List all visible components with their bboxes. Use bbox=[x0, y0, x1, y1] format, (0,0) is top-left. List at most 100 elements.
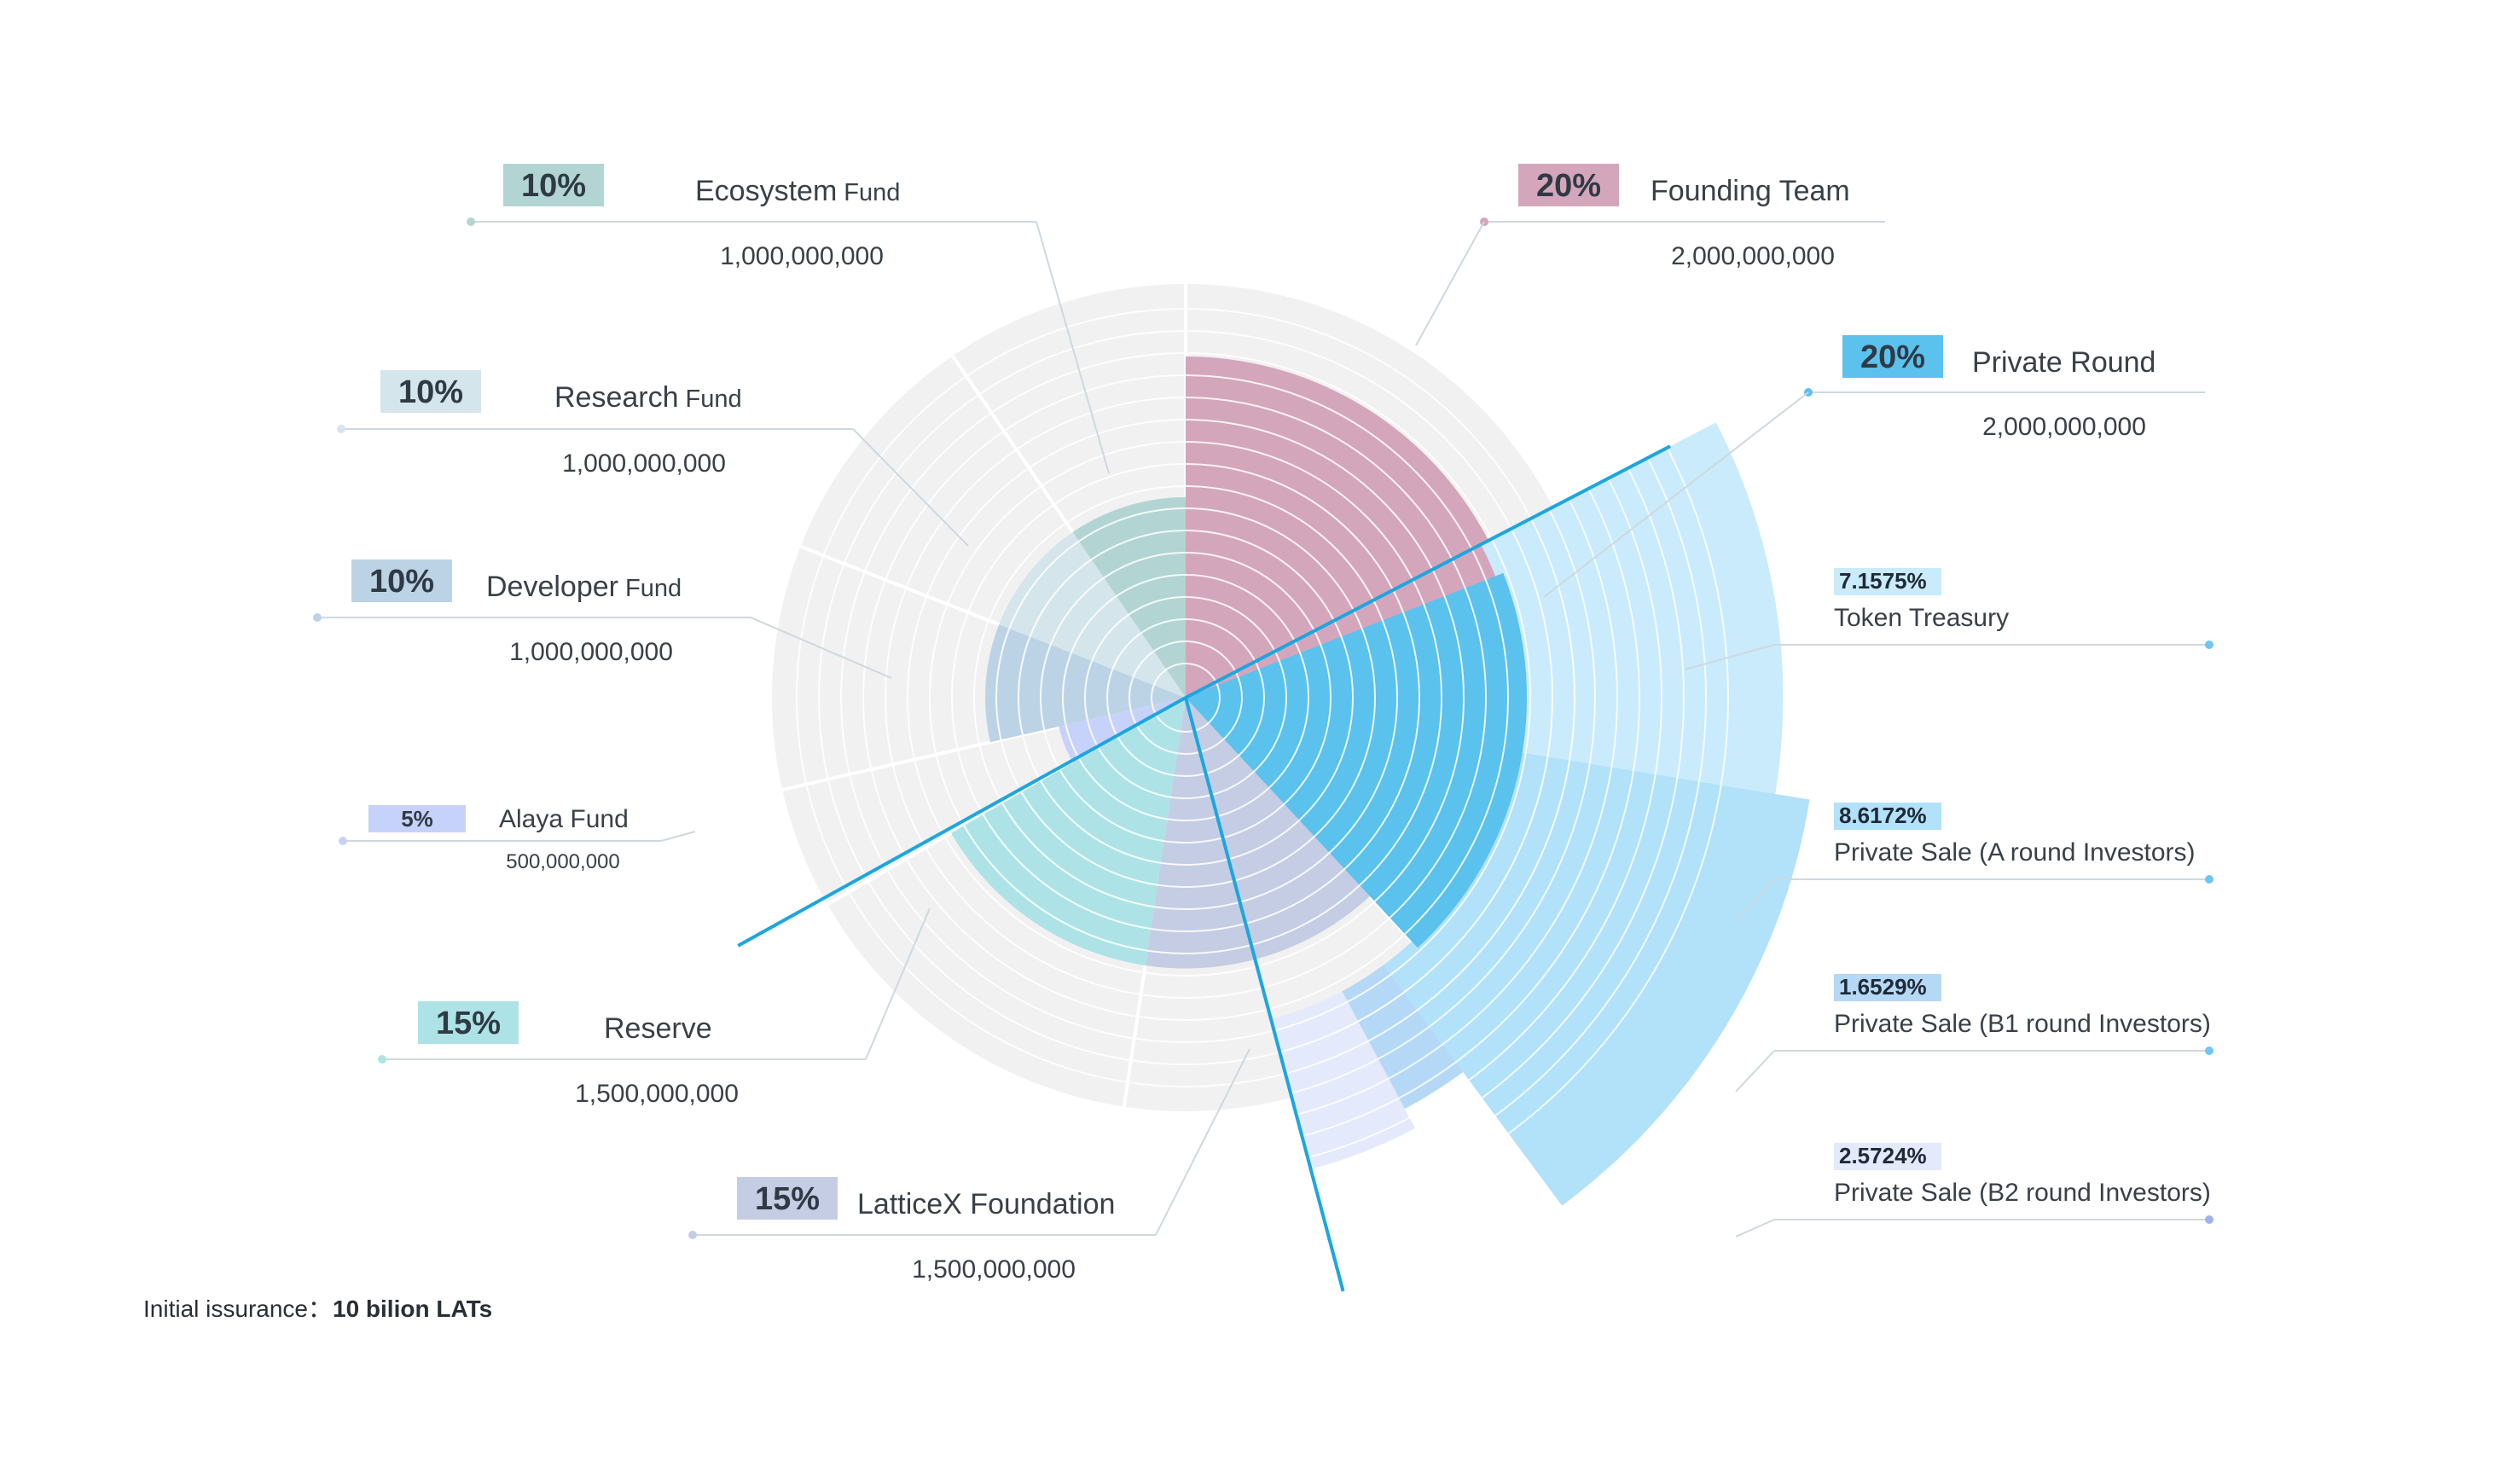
subsector-private-sale-b1 bbox=[1342, 965, 1464, 1110]
grid-ring-outer bbox=[1290, 508, 1596, 1094]
label-developer-fund: 10% Developer Fund 1,000,000,000 bbox=[351, 559, 682, 666]
subsector-token-treasury bbox=[1481, 422, 1784, 794]
label-ecosystem-fund: 10% Ecosystem Fund 1,000,000,000 bbox=[503, 164, 900, 270]
grid-ring bbox=[1128, 641, 1243, 755]
sector-research-fund bbox=[999, 531, 1186, 698]
grid-ring bbox=[1084, 596, 1287, 799]
percent-label-ecosystem-fund: 10% bbox=[521, 168, 586, 204]
leader-dot-ecosystem-fund bbox=[467, 217, 475, 226]
name-main-reserve: Reserve bbox=[604, 1012, 712, 1045]
grid-ring bbox=[1062, 574, 1309, 821]
sub-percent-private-sale-b2: 2.5724% bbox=[1839, 1143, 1927, 1168]
sub-name-token-treasury: Token Treasury bbox=[1834, 604, 2009, 632]
grid-ring-outer bbox=[1313, 467, 1685, 1180]
sector-latticex-foundation bbox=[1145, 698, 1370, 969]
leader-d-private-round bbox=[1543, 391, 1809, 598]
ring-gridlines bbox=[796, 308, 1729, 1223]
leader-d-research-fund bbox=[852, 428, 969, 547]
name-label-latticex-foundation: LatticeX Foundation bbox=[857, 1188, 1115, 1220]
footer-label: Initial issurance： bbox=[143, 1296, 332, 1322]
label-reserve: 15% Reserve 1,500,000,000 bbox=[418, 1001, 739, 1108]
sublabel-token-treasury: 7.1575% Token Treasury bbox=[1834, 568, 2009, 632]
name-main-private-round: Private Round bbox=[1972, 346, 2155, 379]
sublabel-private-sale-b2: 2.5724% Private Sale (B2 round Investors) bbox=[1834, 1143, 2211, 1207]
amount-label-developer-fund: 1,000,000,000 bbox=[509, 638, 673, 666]
sub-leader-d-private-sale-b1 bbox=[1735, 1050, 1775, 1093]
name-label-research-fund: Research Fund bbox=[554, 381, 742, 414]
amount-label-founding-team: 2,000,000,000 bbox=[1671, 242, 1835, 270]
name-suffix-ecosystem-fund: Fund bbox=[844, 179, 900, 206]
grid-ring bbox=[796, 308, 1575, 1087]
sublabel-private-sale-a: 8.6172% Private Sale (A round Investors) bbox=[1834, 803, 2196, 867]
grid-ring bbox=[929, 441, 1442, 954]
sub-badge-private-sale-b1 bbox=[1834, 974, 1941, 1001]
private-round-outline bbox=[737, 444, 1671, 1292]
grid-ring-outer bbox=[1319, 457, 1707, 1202]
outline-spoke-bottom bbox=[1184, 697, 1345, 1292]
leader-d-latticex-foundation bbox=[1155, 1048, 1250, 1236]
grid-ring-outer bbox=[1296, 498, 1618, 1116]
leader-lines bbox=[313, 217, 2213, 1239]
amount-label-reserve: 1,500,000,000 bbox=[575, 1080, 739, 1108]
leader-d-ecosystem-fund bbox=[1036, 221, 1110, 474]
leader-d-reserve bbox=[865, 907, 931, 1060]
leader-dot-latticex-foundation bbox=[688, 1231, 697, 1239]
sub-percent-token-treasury: 7.1575% bbox=[1839, 568, 1927, 594]
leader-d-developer-fund bbox=[750, 617, 892, 679]
name-main-founding-team: Founding Team bbox=[1651, 175, 1850, 207]
grid-ring bbox=[862, 374, 1509, 1021]
segment-labels: 20% Founding Team 2,000,000,000 20% Private … bbox=[351, 164, 2211, 1284]
label-founding-team: 20% Founding Team 2,000,000,000 bbox=[1518, 164, 1850, 270]
outline-spoke-left bbox=[737, 696, 1186, 948]
badge-research-fund bbox=[380, 370, 481, 413]
sub-name-private-sale-b1: Private Sale (B1 round Investors) bbox=[1834, 1010, 2211, 1038]
name-main-ecosystem-fund: Ecosystem bbox=[695, 175, 837, 207]
sub-leader-d-private-sale-a bbox=[1735, 878, 1775, 922]
grid-ring bbox=[907, 419, 1465, 977]
label-latticex-foundation: 15% LatticeX Foundation 1,500,000,000 bbox=[737, 1177, 1115, 1284]
amount-label-private-round: 2,000,000,000 bbox=[1982, 413, 2146, 441]
grid-ring bbox=[840, 352, 1531, 1043]
sector-reserve bbox=[951, 698, 1186, 965]
label-research-fund: 10% Research Fund 1,000,000,000 bbox=[380, 370, 742, 478]
sub-percent-private-sale-b1: 1.6529% bbox=[1839, 974, 1927, 1000]
sub-leader-dot-private-sale-a bbox=[2205, 875, 2213, 884]
leader-dot-research-fund bbox=[337, 425, 345, 433]
percent-label-developer-fund: 10% bbox=[369, 564, 434, 600]
amount-label-ecosystem-fund: 1,000,000,000 bbox=[720, 242, 884, 270]
leader-d-alaya-fund bbox=[660, 831, 696, 842]
name-main-alaya-fund: Alaya Fund bbox=[499, 805, 629, 833]
badge-founding-team bbox=[1518, 164, 1619, 206]
grid-ring bbox=[995, 507, 1376, 888]
name-label-founding-team: Founding Team bbox=[1651, 175, 1850, 207]
leader-dot-reserve bbox=[378, 1055, 386, 1064]
percent-label-research-fund: 10% bbox=[398, 374, 463, 410]
sub-badge-private-sale-b2 bbox=[1834, 1143, 1941, 1170]
sub-badge-token-treasury bbox=[1834, 568, 1941, 595]
outline-spoke-top bbox=[1185, 444, 1671, 699]
amount-label-research-fund: 1,000,000,000 bbox=[562, 449, 726, 478]
grid-ring bbox=[1018, 530, 1354, 866]
grid-ring bbox=[818, 330, 1553, 1065]
amount-label-alaya-fund: 500,000,000 bbox=[506, 850, 619, 873]
grid-ring bbox=[1040, 552, 1332, 843]
badge-reserve bbox=[418, 1001, 519, 1044]
name-label-reserve: Reserve bbox=[604, 1012, 712, 1045]
sub-leader-dot-private-sale-b1 bbox=[2205, 1046, 2213, 1055]
name-label-private-round: Private Round bbox=[1972, 346, 2155, 379]
sub-name-private-sale-b2: Private Sale (B2 round Investors) bbox=[1834, 1179, 2211, 1207]
subsector-private-sale-b2 bbox=[1270, 991, 1415, 1169]
sub-leader-dot-private-sale-b2 bbox=[2205, 1215, 2213, 1224]
sector-ecosystem-fund bbox=[1072, 497, 1186, 698]
grid-ring bbox=[1151, 663, 1221, 733]
sub-percent-private-sale-a: 8.6172% bbox=[1839, 803, 1927, 828]
name-label-alaya-fund: Alaya Fund bbox=[499, 805, 629, 833]
badge-ecosystem-fund bbox=[503, 164, 604, 206]
grid-ring bbox=[885, 397, 1487, 999]
grid-ring-outer bbox=[1302, 488, 1640, 1138]
label-alaya-fund: 5% Alaya Fund 500,000,000 bbox=[368, 805, 629, 873]
percent-label-founding-team: 20% bbox=[1536, 168, 1601, 204]
name-label-developer-fund: Developer Fund bbox=[486, 571, 682, 603]
sub-leader-dot-token-treasury bbox=[2205, 641, 2213, 649]
